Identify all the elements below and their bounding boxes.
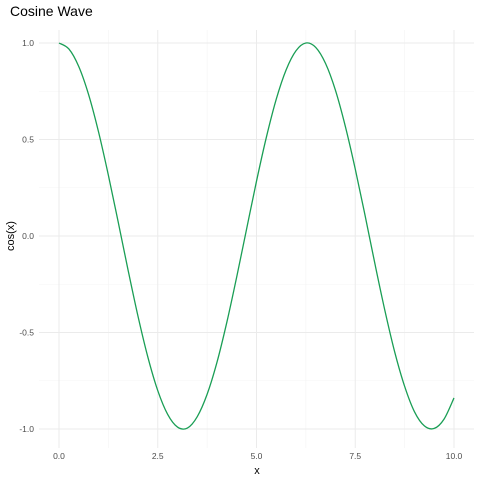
x-tick-label: 7.5 bbox=[349, 451, 361, 461]
y-tick-label: -0.5 bbox=[19, 328, 34, 338]
y-tick-label: 0.0 bbox=[22, 231, 34, 241]
series-layer bbox=[58, 42, 455, 430]
series-line bbox=[58, 42, 455, 430]
y-tick-label: 0.5 bbox=[22, 135, 34, 145]
y-tick-label: 1.0 bbox=[22, 38, 34, 48]
gridlines bbox=[39, 30, 474, 448]
y-tick-label: -1.0 bbox=[19, 424, 34, 434]
chart-title: Cosine Wave bbox=[10, 3, 93, 19]
x-tick-labels: 0.0 2.5 5.0 7.5 10.0 bbox=[53, 451, 462, 461]
y-tick-labels: 1.0 0.5 0.0 -0.5 -1.0 bbox=[19, 38, 34, 434]
x-axis-title: x bbox=[254, 465, 260, 477]
x-tick-label: 5.0 bbox=[251, 451, 263, 461]
x-tick-label: 0.0 bbox=[53, 451, 65, 461]
x-tick-label: 2.5 bbox=[152, 451, 164, 461]
x-tick-label: 10.0 bbox=[446, 451, 463, 461]
y-axis-title: cos(x) bbox=[5, 221, 17, 251]
